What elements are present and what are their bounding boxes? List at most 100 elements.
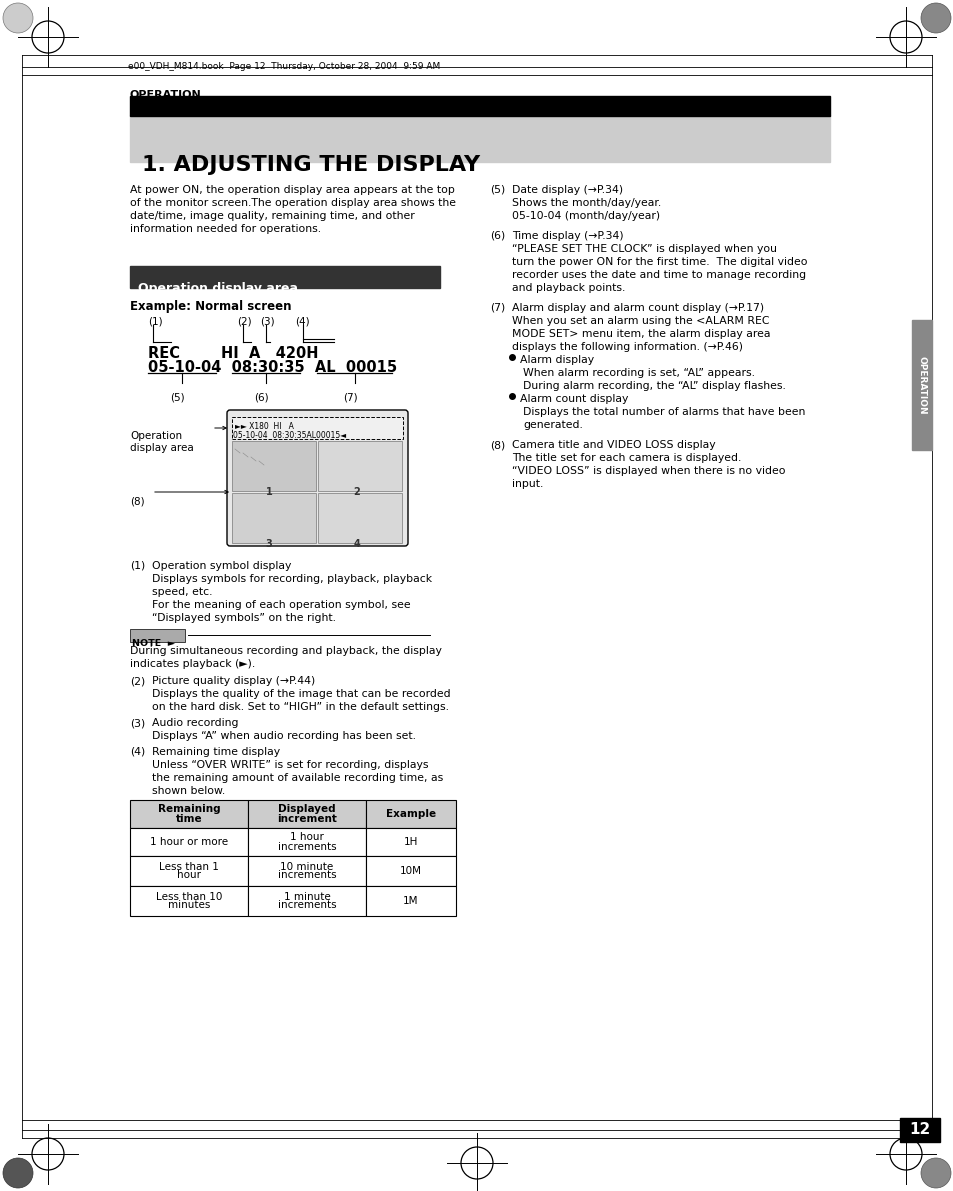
Text: increment: increment xyxy=(276,813,336,823)
Text: 05-10-04  08:30:35  AL  00015: 05-10-04 08:30:35 AL 00015 xyxy=(148,360,396,375)
Bar xyxy=(899,1118,939,1142)
Text: increments: increments xyxy=(277,871,336,880)
Text: and playback points.: and playback points. xyxy=(512,283,625,293)
Text: For the meaning of each operation symbol, see: For the meaning of each operation symbol… xyxy=(152,600,410,610)
Text: input.: input. xyxy=(512,479,543,490)
Text: recorder uses the date and time to manage recording: recorder uses the date and time to manag… xyxy=(512,270,805,280)
Text: Date display (→P.34): Date display (→P.34) xyxy=(512,185,622,195)
Bar xyxy=(366,800,456,828)
Text: Alarm display: Alarm display xyxy=(519,355,594,364)
Bar xyxy=(248,856,366,886)
Text: (8): (8) xyxy=(490,439,505,450)
Text: OPERATION: OPERATION xyxy=(130,91,201,100)
Text: “Displayed symbols” on the right.: “Displayed symbols” on the right. xyxy=(152,613,335,623)
Bar xyxy=(366,828,456,856)
Text: 05-10-04  08:30:35AL00015◄: 05-10-04 08:30:35AL00015◄ xyxy=(233,431,346,439)
Bar xyxy=(317,441,401,491)
Text: (3): (3) xyxy=(130,718,145,728)
Bar xyxy=(248,800,366,828)
Bar xyxy=(130,116,829,162)
Text: 1 minute: 1 minute xyxy=(283,892,330,902)
Text: Alarm count display: Alarm count display xyxy=(519,394,628,404)
Bar xyxy=(130,856,248,886)
Text: (5): (5) xyxy=(170,393,185,403)
Bar xyxy=(366,886,456,916)
Circle shape xyxy=(3,1158,33,1187)
Text: Camera title and VIDEO LOSS display: Camera title and VIDEO LOSS display xyxy=(512,439,715,450)
Text: of the monitor screen.The operation display area shows the: of the monitor screen.The operation disp… xyxy=(130,198,456,208)
Text: date/time, image quality, remaining time, and other: date/time, image quality, remaining time… xyxy=(130,211,415,222)
Text: Remaining: Remaining xyxy=(157,804,220,815)
Text: speed, etc.: speed, etc. xyxy=(152,587,213,597)
Text: time: time xyxy=(175,813,202,823)
Text: ►► X180  HI   A: ►► X180 HI A xyxy=(234,422,294,431)
Text: Shows the month/day/year.: Shows the month/day/year. xyxy=(512,198,660,208)
Text: generated.: generated. xyxy=(522,420,582,430)
Text: indicates playback (►).: indicates playback (►). xyxy=(130,659,255,669)
Text: (7): (7) xyxy=(343,393,357,403)
Text: Displays symbols for recording, playback, playback: Displays symbols for recording, playback… xyxy=(152,574,432,584)
Text: display area: display area xyxy=(130,443,193,453)
Text: Picture quality display (→P.44): Picture quality display (→P.44) xyxy=(152,676,314,686)
Text: Less than 10: Less than 10 xyxy=(155,892,222,902)
Text: Displays “A” when audio recording has been set.: Displays “A” when audio recording has be… xyxy=(152,731,416,741)
Text: 1. ADJUSTING THE DISPLAY: 1. ADJUSTING THE DISPLAY xyxy=(142,155,479,175)
Text: increments: increments xyxy=(277,900,336,910)
Text: Displayed: Displayed xyxy=(278,804,335,815)
Text: 4: 4 xyxy=(354,540,360,549)
Text: Displays the quality of the image that can be recorded: Displays the quality of the image that c… xyxy=(152,690,450,699)
Text: (2): (2) xyxy=(130,676,145,686)
Text: (6): (6) xyxy=(490,231,505,241)
Text: REC        HI  A   420H: REC HI A 420H xyxy=(148,347,318,361)
Text: (2): (2) xyxy=(236,316,252,326)
Text: 12: 12 xyxy=(908,1122,929,1137)
Bar xyxy=(130,266,439,288)
Text: 1M: 1M xyxy=(403,896,418,906)
Text: minutes: minutes xyxy=(168,900,210,910)
Text: shown below.: shown below. xyxy=(152,786,225,796)
Text: Less than 1: Less than 1 xyxy=(159,861,218,872)
Bar xyxy=(130,629,185,642)
Text: hour: hour xyxy=(177,871,201,880)
Text: (4): (4) xyxy=(294,316,310,326)
Text: 05-10-04 (month/day/year): 05-10-04 (month/day/year) xyxy=(512,211,659,222)
Bar xyxy=(248,828,366,856)
Text: turn the power ON for the first time.  The digital video: turn the power ON for the first time. Th… xyxy=(512,257,806,267)
Bar xyxy=(911,320,931,450)
Text: “PLEASE SET THE CLOCK” is displayed when you: “PLEASE SET THE CLOCK” is displayed when… xyxy=(512,244,776,254)
Text: Operation: Operation xyxy=(130,431,182,441)
Text: 1 hour: 1 hour xyxy=(290,833,324,842)
Text: 2: 2 xyxy=(354,487,360,497)
Text: Audio recording: Audio recording xyxy=(152,718,238,728)
Text: Displays the total number of alarms that have been: Displays the total number of alarms that… xyxy=(522,407,804,417)
Text: Time display (→P.34): Time display (→P.34) xyxy=(512,231,623,241)
Text: (6): (6) xyxy=(253,393,269,403)
Text: e00_VDH_M814.book  Page 12  Thursday, October 28, 2004  9:59 AM: e00_VDH_M814.book Page 12 Thursday, Octo… xyxy=(128,62,439,71)
Text: (8): (8) xyxy=(130,495,145,506)
Text: 3: 3 xyxy=(265,540,273,549)
Text: Remaining time display: Remaining time display xyxy=(152,747,280,757)
Bar xyxy=(130,886,248,916)
Text: (7): (7) xyxy=(490,303,505,313)
Text: Unless “OVER WRITE” is set for recording, displays: Unless “OVER WRITE” is set for recording… xyxy=(152,760,428,771)
Text: the remaining amount of available recording time, as: the remaining amount of available record… xyxy=(152,773,443,782)
Text: 10M: 10M xyxy=(399,866,421,877)
Text: OPERATION: OPERATION xyxy=(917,356,925,414)
Text: At power ON, the operation display area appears at the top: At power ON, the operation display area … xyxy=(130,185,455,195)
Text: on the hard disk. Set to “HIGH” in the default settings.: on the hard disk. Set to “HIGH” in the d… xyxy=(152,701,449,712)
Text: (1): (1) xyxy=(130,561,145,570)
Text: information needed for operations.: information needed for operations. xyxy=(130,224,321,233)
Circle shape xyxy=(920,4,950,33)
Text: (4): (4) xyxy=(130,747,145,757)
Text: (1): (1) xyxy=(148,316,162,326)
Text: Example: Normal screen: Example: Normal screen xyxy=(130,300,292,313)
Bar xyxy=(232,441,315,491)
Text: When alarm recording is set, “AL” appears.: When alarm recording is set, “AL” appear… xyxy=(522,368,754,378)
FancyBboxPatch shape xyxy=(227,410,408,545)
Bar xyxy=(232,493,315,543)
Text: displays the following information. (→P.46): displays the following information. (→P.… xyxy=(512,342,742,353)
Text: 1: 1 xyxy=(265,487,273,497)
Bar xyxy=(130,800,248,828)
Text: MODE SET> menu item, the alarm display area: MODE SET> menu item, the alarm display a… xyxy=(512,329,770,339)
Bar xyxy=(317,493,401,543)
